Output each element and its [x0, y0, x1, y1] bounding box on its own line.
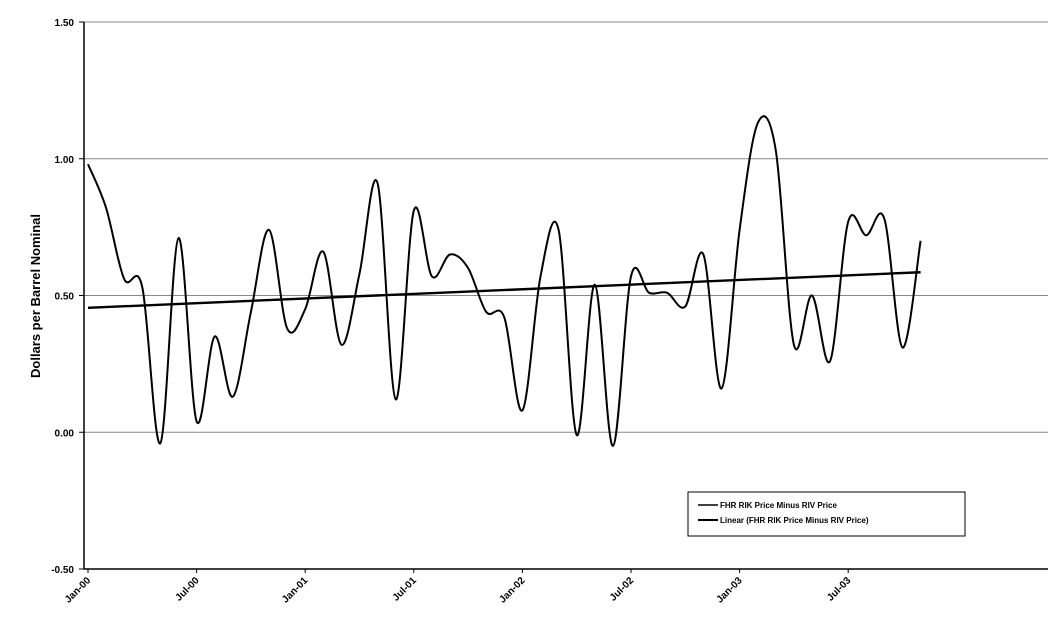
series-line-fhr-rik-minus-riv — [87, 115, 922, 447]
legend-label-trend: Linear (FHR RIK Price Minus RIV Price) — [720, 516, 869, 525]
x-tick-labels: Jan-00 Jul-00 Jan-01 Jul-01 Jan-02 Jul-02 Jan-… — [63, 569, 854, 606]
x-tick-label: Jul-03 — [825, 575, 854, 604]
x-tick-label: Jul-02 — [608, 575, 637, 604]
x-tick-label: Jan-02 — [497, 575, 527, 605]
legend: FHR RIK Price Minus RIV Price Linear (FH… — [687, 491, 966, 537]
y-axis-title: Dollars per Barrel Nominal — [28, 214, 43, 378]
x-tick-label: Jan-03 — [715, 575, 745, 605]
legend-label-series: FHR RIK Price Minus RIV Price — [720, 501, 837, 510]
y-tick-label: 1.00 — [55, 155, 75, 166]
y-tick-labels: 1.50 1.00 0.50 0.00 -0.50 — [51, 18, 84, 576]
series-line-linear-trend — [87, 271, 921, 310]
x-tick-label: Jan-00 — [63, 575, 93, 605]
y-tick-label: 1.50 — [55, 18, 75, 29]
y-tick-label: 0.00 — [55, 428, 75, 439]
x-tick-label: Jul-00 — [174, 575, 203, 604]
x-tick-label: Jul-01 — [391, 575, 420, 604]
y-tick-label: -0.50 — [51, 565, 74, 576]
gridlines — [84, 21, 1048, 433]
y-tick-label: 0.50 — [55, 292, 75, 303]
legend-box — [687, 491, 966, 537]
x-tick-label: Jan-01 — [280, 575, 310, 605]
